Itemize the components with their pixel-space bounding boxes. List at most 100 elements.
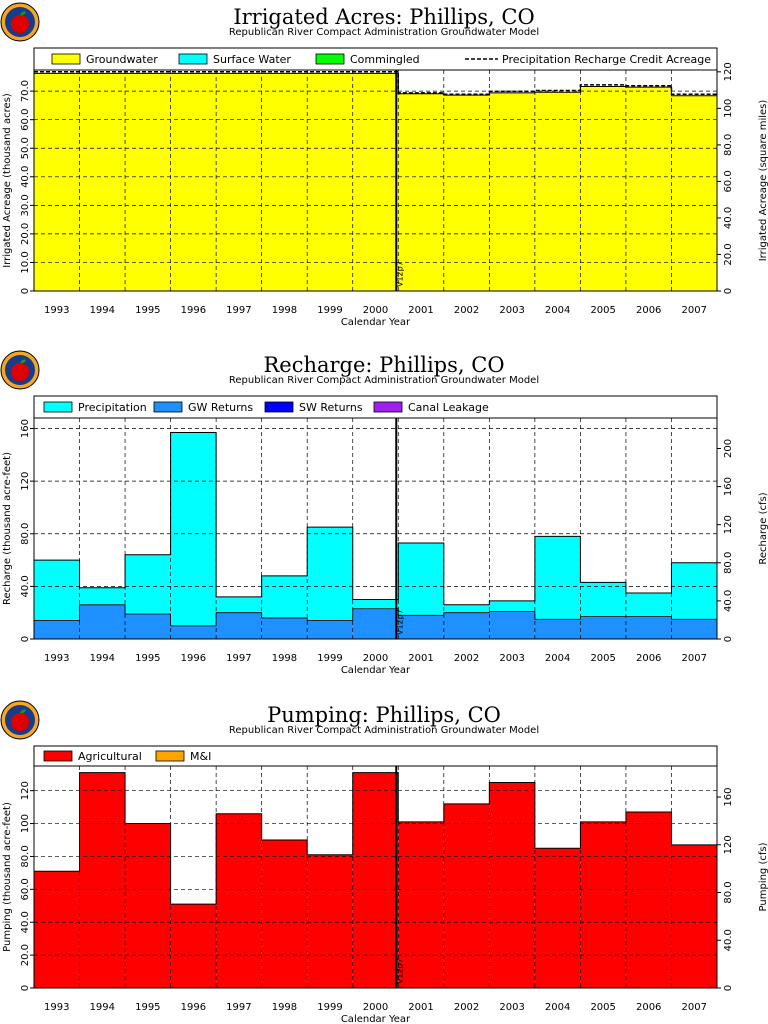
bar-segment — [261, 840, 308, 988]
bar-segment — [671, 844, 717, 988]
y2-tick-label: 200 — [723, 439, 734, 458]
x-tick-label: 2000 — [363, 1002, 388, 1013]
x-tick-label: 1995 — [135, 305, 160, 316]
y-tick-label: 30.0 — [20, 194, 31, 216]
chart-title: Pumping: Phillips, CO — [267, 703, 501, 727]
y-axis-title: Recharge (thousand acre-feet) — [2, 452, 13, 605]
bar-segment — [307, 620, 353, 639]
bar-segment — [534, 92, 581, 291]
bar-segment — [216, 813, 262, 988]
plot-frame — [33, 765, 718, 989]
y2-axis-title: Irrigated Acreage (square miles) — [758, 100, 768, 262]
chart-title: Recharge: Phillips, CO — [263, 353, 505, 377]
irrigated-acres-chart: Groundwater Surface Water Commingled Precip… — [2, 47, 768, 328]
bar-segment — [534, 848, 581, 988]
apple-logo-icon — [0, 700, 40, 740]
y2-tick-label: 160 — [723, 787, 734, 806]
bar-segment — [79, 73, 126, 291]
x-tick-label: 2000 — [363, 305, 388, 316]
x-tick-label: 1996 — [181, 1002, 206, 1013]
legend-swatch — [43, 401, 73, 413]
y2-tick-label: 80.0 — [723, 134, 734, 156]
y-axis-title: Irrigated Acreage (thousand acres) — [2, 93, 13, 268]
x-tick-label: 2002 — [454, 653, 479, 664]
bar-segment — [443, 95, 490, 291]
y-tick-label: 10.0 — [20, 251, 31, 273]
bar-segment — [170, 432, 217, 626]
y-tick-label: 20.0 — [20, 944, 31, 966]
bar-segment — [125, 823, 171, 988]
bar-segment — [352, 599, 399, 609]
bar-segment — [489, 611, 535, 639]
x-tick-label: 1996 — [181, 305, 206, 316]
y-tick-label: 120 — [20, 472, 31, 491]
bar-segment — [625, 87, 672, 292]
bar-segment — [216, 596, 262, 613]
x-tick-label: 1999 — [317, 305, 342, 316]
y2-tick-label: 100 — [723, 99, 734, 118]
y-tick-label: 40.0 — [20, 911, 31, 933]
model-version-label: V12p7 — [395, 261, 404, 287]
x-tick-label: 1999 — [317, 1002, 342, 1013]
bar-segment — [398, 542, 444, 616]
bar-segment — [398, 93, 444, 291]
x-tick-label: 1997 — [226, 653, 251, 664]
x-tick-label: 2003 — [499, 653, 524, 664]
bar-segment — [443, 612, 490, 639]
legend-swatch — [155, 750, 185, 762]
legend-label: GW Returns — [188, 401, 253, 414]
bar-segment — [625, 592, 672, 617]
x-tick-label: 2007 — [682, 305, 707, 316]
y-tick-label: 50.0 — [20, 137, 31, 159]
chart-subtitle: Republican River Compact Administration … — [228, 27, 540, 38]
y-tick-label: 100 — [20, 814, 31, 833]
y-tick-label: 0 — [20, 636, 31, 642]
legend-label: Canal Leakage — [408, 401, 489, 414]
plot-frame — [33, 417, 718, 640]
x-tick-label: 2006 — [636, 653, 661, 664]
x-axis-title: Calendar Year — [341, 317, 411, 328]
x-tick-label: 2005 — [590, 305, 615, 316]
bar-segment — [489, 92, 535, 291]
x-tick-label: 1995 — [135, 1002, 160, 1013]
legend-swatch — [51, 53, 81, 65]
x-tick-label: 2003 — [499, 305, 524, 316]
x-tick-label: 2005 — [590, 653, 615, 664]
y-tick-label: 60.0 — [20, 878, 31, 900]
x-tick-label: 1993 — [44, 1002, 69, 1013]
bar-segment — [443, 604, 490, 613]
y2-axis-title: Recharge (cfs) — [758, 492, 768, 564]
x-tick-label: 2003 — [499, 1002, 524, 1013]
bar-segment — [125, 73, 171, 291]
y-tick-label: 80.0 — [20, 845, 31, 867]
bar-segment — [443, 803, 490, 988]
y-tick-label: 20.0 — [20, 223, 31, 245]
pumping-panel: Pumping: Phillips, CO Republican River C… — [0, 698, 768, 1024]
x-tick-label: 2002 — [454, 1002, 479, 1013]
bar-segment — [671, 619, 717, 639]
y2-tick-label: 160 — [723, 477, 734, 496]
y2-tick-label: 20.0 — [723, 243, 734, 265]
apple-logo-icon — [0, 2, 40, 42]
bar-segment — [34, 560, 80, 621]
x-tick-label: 1993 — [44, 653, 69, 664]
bar-segment — [170, 73, 217, 291]
x-tick-label: 1994 — [90, 653, 115, 664]
x-tick-label: 2006 — [636, 1002, 661, 1013]
x-tick-label: 1993 — [44, 305, 69, 316]
chart-subtitle: Republican River Compact Administration … — [228, 375, 540, 386]
bar-segment — [79, 604, 126, 639]
pumping-chart: Agricultural M&I V12p7 0 20.0 40.0 60.0 80.0 100… — [2, 745, 768, 1024]
bar-segment — [580, 821, 626, 988]
y2-tick-label: 120 — [723, 515, 734, 534]
x-axis-title: Calendar Year — [341, 665, 411, 676]
bar-segment — [125, 554, 171, 615]
bar-segment — [398, 615, 444, 639]
bar-segment — [307, 527, 353, 621]
legend-swatch — [315, 53, 345, 65]
bar-segment — [261, 73, 308, 291]
legend-label: Surface Water — [213, 53, 291, 66]
x-tick-label: 2001 — [408, 1002, 433, 1013]
x-tick-label: 2006 — [636, 305, 661, 316]
legend-label: Groundwater — [86, 53, 158, 66]
